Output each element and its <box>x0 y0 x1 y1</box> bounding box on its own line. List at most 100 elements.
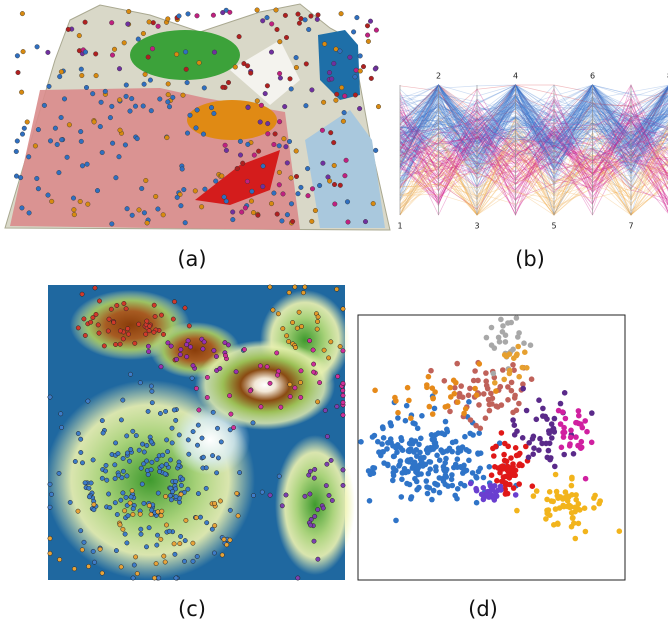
data-point <box>177 433 181 437</box>
data-point <box>435 482 441 488</box>
data-point <box>520 386 526 392</box>
data-point <box>151 20 156 25</box>
data-point <box>174 479 178 483</box>
data-point <box>427 485 433 491</box>
data-point <box>133 341 137 345</box>
data-point <box>303 18 308 23</box>
data-point <box>171 95 176 100</box>
data-point <box>544 511 550 517</box>
data-point <box>268 493 272 497</box>
data-point <box>294 55 299 60</box>
data-point <box>113 476 117 480</box>
data-point <box>139 186 144 191</box>
data-point <box>59 137 64 142</box>
data-point <box>569 483 575 489</box>
data-point <box>218 366 222 370</box>
data-point <box>228 508 232 512</box>
data-point <box>137 322 141 326</box>
data-point <box>354 68 359 73</box>
data-point <box>154 561 158 565</box>
data-point <box>212 111 217 116</box>
data-point <box>124 307 128 311</box>
data-point <box>333 202 338 207</box>
data-point <box>477 361 483 367</box>
data-point <box>108 505 112 509</box>
data-point <box>256 149 261 154</box>
data-point <box>455 486 461 492</box>
data-point <box>150 401 154 405</box>
data-point <box>198 515 202 519</box>
data-point <box>72 567 76 571</box>
data-point <box>166 17 171 22</box>
data-point <box>265 365 269 369</box>
data-point <box>200 436 204 440</box>
data-point <box>174 418 178 422</box>
data-point <box>322 348 326 352</box>
data-point <box>121 527 125 531</box>
data-point <box>408 496 414 502</box>
data-point <box>283 13 288 18</box>
data-point <box>584 429 590 435</box>
data-point <box>425 491 431 497</box>
data-point <box>92 120 97 125</box>
data-point <box>137 448 141 452</box>
data-point <box>399 438 405 444</box>
data-point <box>451 378 457 384</box>
data-point <box>458 383 464 389</box>
data-point <box>93 52 98 57</box>
data-point <box>561 425 567 431</box>
data-point <box>118 523 122 527</box>
data-point <box>107 317 111 321</box>
data-point <box>388 440 394 446</box>
data-point <box>308 492 312 496</box>
data-point <box>57 74 62 79</box>
data-point <box>568 504 574 510</box>
data-point <box>14 174 19 179</box>
data-point <box>20 132 25 137</box>
data-point <box>316 315 320 319</box>
data-point <box>311 348 315 352</box>
data-point <box>299 324 303 328</box>
data-point <box>113 342 117 346</box>
data-point <box>35 45 40 50</box>
data-point <box>82 540 86 544</box>
data-point <box>450 483 456 489</box>
data-point <box>266 132 271 137</box>
data-point <box>160 509 164 513</box>
data-point <box>46 50 51 55</box>
data-point <box>148 78 153 83</box>
data-point <box>159 513 163 517</box>
data-point <box>515 344 521 350</box>
data-point <box>310 187 315 192</box>
data-point <box>375 439 381 445</box>
data-point <box>341 393 345 397</box>
data-point <box>233 65 238 70</box>
data-point <box>79 450 83 454</box>
data-point <box>355 15 360 20</box>
data-point <box>341 400 345 404</box>
data-point <box>335 404 339 408</box>
data-point <box>487 408 493 414</box>
data-point <box>118 329 122 333</box>
data-point <box>576 501 582 507</box>
data-point <box>468 481 474 487</box>
data-point <box>443 404 449 410</box>
data-point <box>589 440 595 446</box>
data-point <box>131 512 135 516</box>
data-point <box>490 396 496 402</box>
data-point <box>225 543 229 547</box>
data-point <box>345 200 350 205</box>
data-point <box>569 510 575 516</box>
data-point <box>437 475 443 481</box>
data-point <box>321 161 326 166</box>
data-point <box>504 354 510 360</box>
data-point <box>284 35 289 40</box>
data-point <box>95 188 100 193</box>
data-point <box>299 369 303 373</box>
data-point <box>310 88 315 93</box>
data-point <box>139 532 143 536</box>
data-point <box>86 399 90 403</box>
data-point <box>489 325 495 331</box>
data-point <box>329 340 333 344</box>
data-point <box>403 470 409 476</box>
